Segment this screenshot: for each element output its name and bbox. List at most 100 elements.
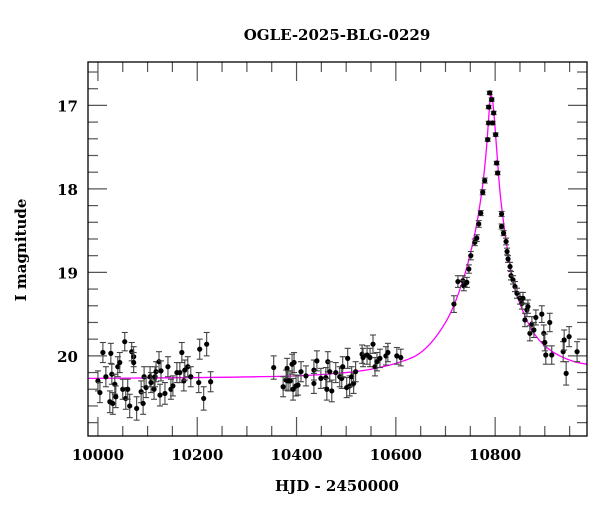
data-marker [451, 301, 457, 307]
data-marker [147, 374, 153, 380]
data-marker [131, 359, 137, 366]
data-point [548, 345, 555, 365]
data-marker [287, 378, 293, 384]
data-point [490, 110, 497, 116]
data-marker [504, 248, 510, 255]
data-point [489, 120, 496, 126]
data-point [121, 331, 128, 352]
data-marker [574, 349, 580, 355]
data-marker [464, 279, 470, 285]
data-point [479, 189, 486, 196]
data-marker [482, 177, 488, 184]
data-point [393, 346, 400, 365]
data-point [107, 342, 114, 364]
data-marker [284, 365, 290, 371]
data-marker [311, 380, 317, 387]
data-marker [151, 386, 157, 392]
data-marker [489, 96, 495, 103]
data-point [151, 378, 158, 400]
data-point [566, 326, 573, 348]
data-point [178, 341, 185, 364]
data-point [370, 334, 377, 354]
data-marker [318, 375, 324, 381]
data-marker [303, 373, 309, 379]
data-point [493, 160, 500, 166]
data-point [116, 351, 123, 374]
data-marker [493, 132, 499, 138]
data-marker [494, 160, 500, 166]
data-marker [291, 359, 297, 366]
data-point [504, 247, 511, 256]
data-point [524, 299, 531, 314]
data-point [486, 90, 493, 96]
data-marker [290, 386, 296, 392]
data-marker [162, 390, 168, 397]
data-marker [196, 379, 202, 386]
data-point [500, 230, 507, 237]
data-point [397, 348, 404, 367]
data-point [291, 351, 298, 374]
data-point [164, 356, 171, 378]
data-marker [503, 238, 509, 245]
data-marker [474, 235, 480, 241]
data-marker [360, 354, 366, 361]
x-tick-label: 10200 [171, 446, 223, 464]
data-point [99, 341, 106, 364]
data-point [492, 132, 499, 138]
data-marker [97, 389, 103, 396]
data-marker [134, 405, 140, 412]
chart-title: OGLE-2025-BLG-0229 [244, 26, 431, 44]
data-marker [549, 352, 555, 358]
data-marker [533, 314, 539, 321]
x-tick-label: 10800 [469, 446, 521, 464]
data-point [561, 329, 568, 351]
data-marker [500, 230, 507, 236]
data-marker [480, 189, 486, 195]
data-marker [100, 349, 106, 356]
data-marker [340, 364, 346, 370]
data-marker [182, 367, 188, 373]
data-marker [108, 350, 114, 356]
data-marker [349, 374, 355, 380]
data-marker [498, 223, 505, 230]
data-marker [329, 388, 335, 394]
data-marker [197, 346, 203, 352]
data-marker [140, 400, 146, 407]
data-point [485, 104, 492, 110]
data-marker [566, 334, 572, 340]
data-marker [345, 355, 351, 361]
data-marker [179, 349, 185, 356]
data-point [463, 276, 470, 288]
data-marker [542, 339, 548, 346]
data-marker [498, 211, 505, 217]
data-marker [148, 379, 154, 386]
data-point [290, 377, 297, 401]
data-point [542, 345, 549, 365]
data-marker [519, 300, 525, 306]
data-marker [115, 364, 121, 370]
data-point [360, 347, 367, 368]
data-marker [271, 364, 277, 371]
data-point [484, 137, 491, 143]
data-point [130, 351, 137, 374]
data-marker [158, 368, 164, 374]
data-marker [531, 327, 537, 333]
data-point [96, 382, 103, 404]
data-marker [478, 210, 484, 216]
data-point [494, 170, 501, 176]
data-marker [201, 395, 207, 402]
data-marker [468, 253, 474, 259]
data-point [169, 375, 176, 397]
data-marker [208, 379, 214, 385]
data-marker [563, 370, 569, 376]
data-marker [372, 364, 378, 370]
data-marker [122, 339, 128, 345]
x-tick-label: 10400 [270, 446, 322, 464]
y-tick-label: 18 [57, 181, 78, 199]
data-point [332, 361, 339, 384]
data-point [473, 234, 480, 243]
data-marker [280, 384, 286, 390]
data-marker [505, 256, 511, 262]
data-point [376, 348, 383, 369]
